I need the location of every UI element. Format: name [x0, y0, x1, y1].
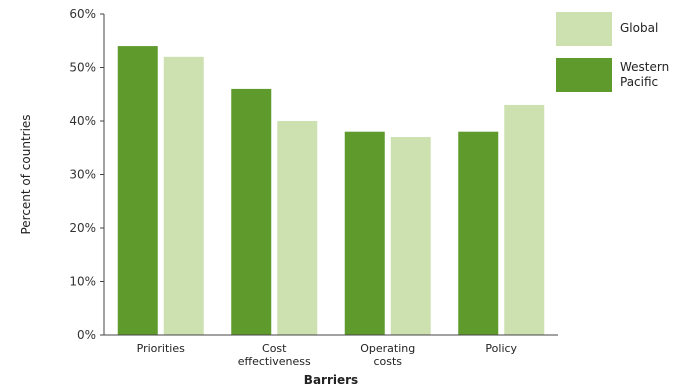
- x-axis-title: Barriers: [304, 373, 358, 387]
- x-tick-label: Operating costs: [360, 342, 415, 368]
- y-axis-title: Percent of countries: [19, 114, 33, 234]
- bar-global-4: [504, 104, 545, 335]
- bar-western-pacific-3: [344, 131, 385, 335]
- bar-western-pacific-2: [231, 88, 272, 336]
- bar-western-pacific-4: [458, 131, 499, 335]
- y-tick-label: 50%: [69, 61, 96, 75]
- y-tick-label: 40%: [69, 114, 96, 128]
- legend-swatch-western-pacific: [556, 58, 612, 92]
- y-tick-label: 30%: [69, 168, 96, 182]
- bar-global-1: [163, 56, 204, 336]
- x-tick-label: Priorities: [137, 342, 185, 355]
- y-tick-label: 10%: [69, 275, 96, 289]
- y-axis: 0% 10% 20% 30% 40% 50% 60%: [69, 7, 105, 342]
- y-tick-label: 20%: [69, 221, 96, 235]
- x-tick-label: Cost effectiveness: [238, 342, 311, 368]
- legend-label: Western Pacific: [620, 60, 669, 89]
- bar-global-3: [390, 137, 431, 335]
- x-axis: Priorities Cost effectiveness Operating cost…: [104, 334, 558, 368]
- y-tick-label: 60%: [69, 7, 96, 21]
- legend-label: Global: [620, 21, 658, 35]
- legend-swatch-global: [556, 12, 612, 46]
- legend: Global Western Pacific: [556, 12, 669, 92]
- x-tick-label: Policy: [485, 342, 517, 355]
- y-tick-label: 0%: [77, 328, 96, 342]
- bar-global-2: [277, 121, 318, 335]
- bars: [117, 46, 545, 336]
- bar-western-pacific-1: [117, 46, 158, 335]
